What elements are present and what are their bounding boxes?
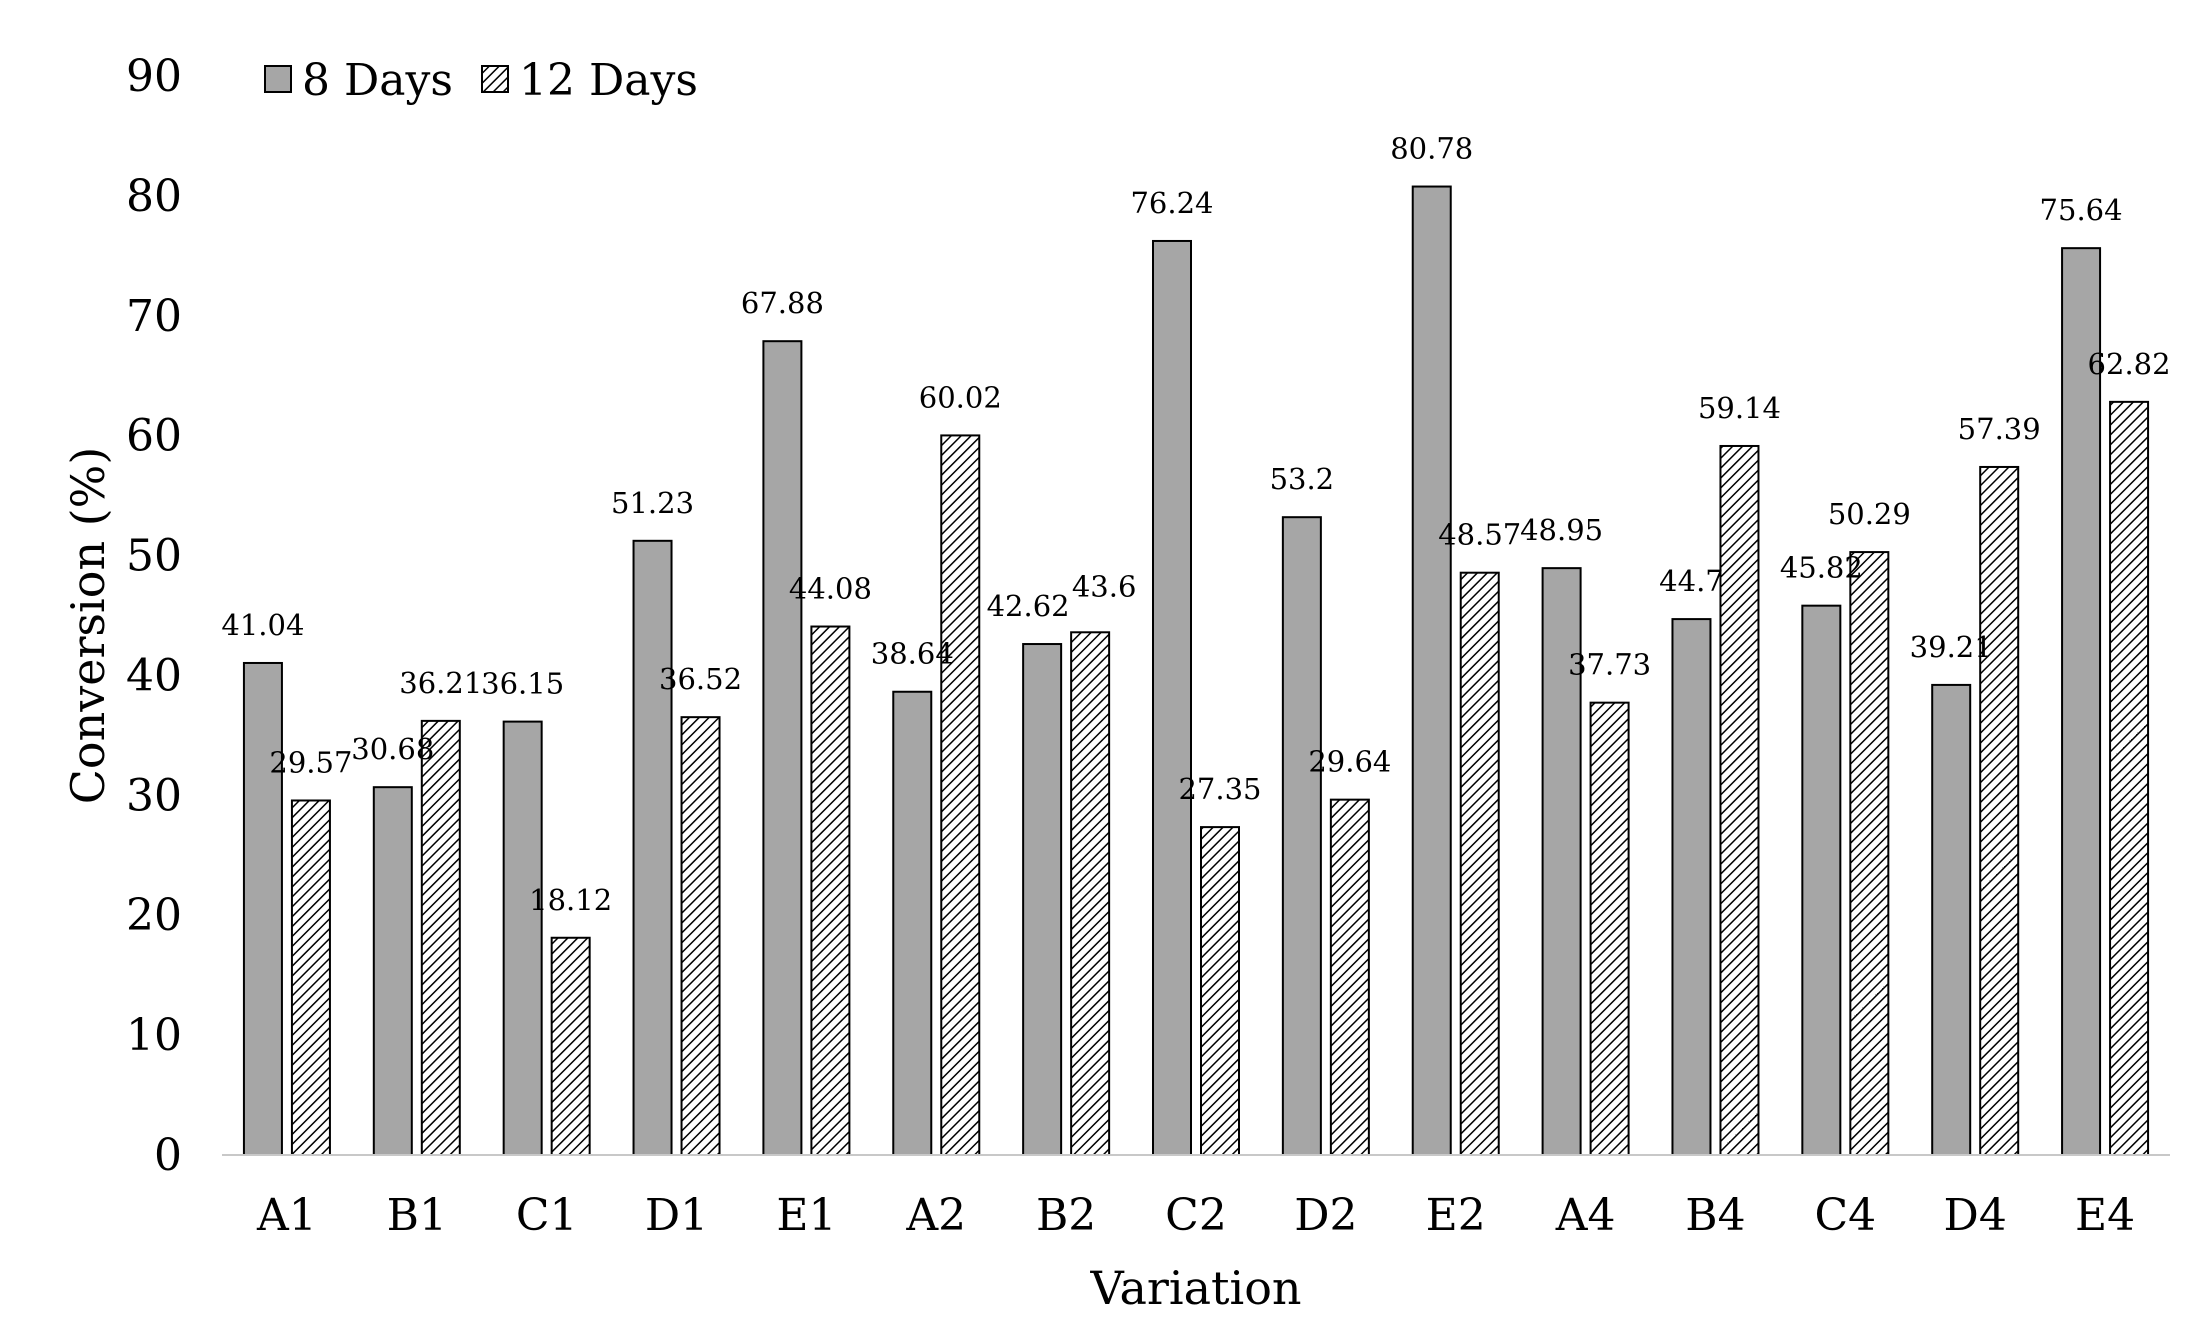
bar-8-days	[1801, 604, 1842, 1156]
bar-8-days	[632, 539, 673, 1156]
data-label-8-days: 76.24	[1130, 186, 1213, 220]
data-label-8-days: 41.04	[221, 608, 304, 642]
bar-12-days	[1459, 571, 1500, 1156]
x-axis-title: Variation	[1089, 1261, 1301, 1315]
x-tick-label: D4	[1944, 1190, 2007, 1241]
x-tick-label: A2	[905, 1190, 966, 1241]
bar-12-days	[810, 625, 851, 1156]
x-tick-label: E4	[2075, 1190, 2135, 1241]
x-tick-label: C4	[1814, 1190, 1876, 1241]
bar-8-days	[1152, 239, 1192, 1157]
bar-8-days	[502, 720, 543, 1157]
data-label-12-days: 59.14	[1698, 391, 1781, 425]
bars-group	[242, 185, 2150, 1157]
bar-8-days	[1541, 567, 1582, 1156]
bar-12-days	[420, 719, 461, 1156]
bar-12-days	[1849, 551, 1890, 1156]
bar-12-days	[1589, 701, 1630, 1157]
x-tick-label: E2	[1426, 1190, 1486, 1241]
data-label-8-days: 36.15	[481, 667, 564, 701]
bar-12-days	[1329, 798, 1370, 1157]
data-label-8-days: 38.64	[871, 637, 954, 671]
bar-8-days	[242, 661, 283, 1156]
bar-8-days	[1671, 618, 1712, 1156]
x-tick-label: C2	[1165, 1190, 1227, 1241]
data-label-8-days: 67.88	[741, 286, 824, 320]
y-tick-label: 50	[126, 531, 182, 582]
bar-8-days	[1022, 643, 1063, 1156]
x-tick-label: A4	[1555, 1190, 1616, 1241]
data-label-12-days: 18.12	[529, 883, 612, 917]
y-tick-label: 90	[126, 51, 182, 102]
data-label-12-days: 43.6	[1072, 569, 1137, 603]
data-label-12-days: 60.02	[919, 380, 1002, 414]
y-axis-tick-labels: 0 10 20 30 40 50 60 70 80 90	[126, 51, 182, 1181]
y-tick-label: 0	[154, 1130, 182, 1181]
bar-12-days	[1719, 444, 1760, 1156]
data-label-8-days: 80.78	[1390, 132, 1473, 166]
x-tick-label: B1	[387, 1190, 447, 1241]
data-label-8-days: 75.64	[2040, 193, 2123, 227]
data-label-12-days: 48.57	[1438, 518, 1521, 552]
bar-12-days	[940, 434, 981, 1156]
data-label-12-days: 36.21	[399, 666, 482, 700]
bar-12-days	[1200, 826, 1240, 1156]
bar-12-days	[680, 716, 721, 1156]
y-axis-title: Conversion (%)	[61, 447, 115, 805]
y-tick-label: 80	[126, 171, 182, 222]
x-axis-tick-labels: A1 B1 C1 D1 E1 A2 B2 C2 D2 E2 A4 B4 C4 D4 E4	[256, 1190, 2135, 1241]
data-label-8-days: 53.2	[1270, 462, 1335, 496]
legend-swatch-12-days	[481, 65, 509, 93]
legend-swatch-8-days	[264, 65, 292, 93]
x-tick-label: C1	[516, 1190, 578, 1241]
x-tick-label: D2	[1294, 1190, 1357, 1241]
bar-12-days	[550, 936, 591, 1157]
x-tick-label: D1	[645, 1190, 708, 1241]
y-tick-label: 60	[126, 411, 182, 462]
bar-12-days	[1070, 631, 1111, 1156]
data-label-12-days: 36.52	[659, 662, 742, 696]
bar-8-days	[2061, 247, 2102, 1156]
data-label-8-days: 44.7	[1659, 564, 1724, 598]
data-label-12-days: 62.82	[2088, 347, 2171, 381]
y-tick-label: 70	[126, 291, 182, 342]
data-label-8-days: 42.62	[987, 589, 1070, 623]
y-tick-label: 10	[126, 1010, 182, 1061]
y-tick-label: 40	[126, 650, 182, 701]
data-label-12-days: 44.08	[789, 572, 872, 606]
x-tick-label: E1	[776, 1190, 836, 1241]
data-label-8-days: 30.68	[351, 732, 434, 766]
bar-8-days	[372, 786, 413, 1157]
bar-8-days	[892, 690, 933, 1156]
data-label-12-days: 29.64	[1308, 745, 1391, 779]
data-label-12-days: 57.39	[1958, 412, 2041, 446]
legend-label-8-days: 8 Days	[302, 55, 453, 106]
data-label-12-days: 27.35	[1178, 772, 1261, 806]
bar-12-days	[1979, 465, 2020, 1157]
data-label-12-days: 37.73	[1568, 648, 1651, 682]
x-tick-label: A1	[256, 1190, 317, 1241]
legend: 8 Days 12 Days	[264, 55, 698, 106]
data-label-8-days: 39.21	[1910, 630, 1993, 664]
x-tick-label: B2	[1036, 1190, 1096, 1241]
y-tick-label: 20	[126, 890, 182, 941]
bar-8-days	[762, 340, 803, 1156]
data-label-8-days: 51.23	[611, 486, 694, 520]
data-label-8-days: 45.82	[1780, 551, 1863, 585]
legend-label-12-days: 12 Days	[519, 55, 698, 106]
data-label-12-days: 50.29	[1828, 497, 1911, 531]
data-label-8-days: 48.95	[1520, 513, 1603, 547]
bar-12-days	[290, 799, 331, 1156]
bar-8-days	[1281, 516, 1322, 1156]
bar-12-days	[2109, 400, 2150, 1157]
data-label-12-days: 29.57	[269, 745, 352, 779]
y-tick-label: 30	[126, 770, 182, 821]
x-tick-label: B4	[1685, 1190, 1745, 1241]
bar-8-days	[1931, 683, 1972, 1156]
bar-8-days	[1411, 185, 1452, 1157]
